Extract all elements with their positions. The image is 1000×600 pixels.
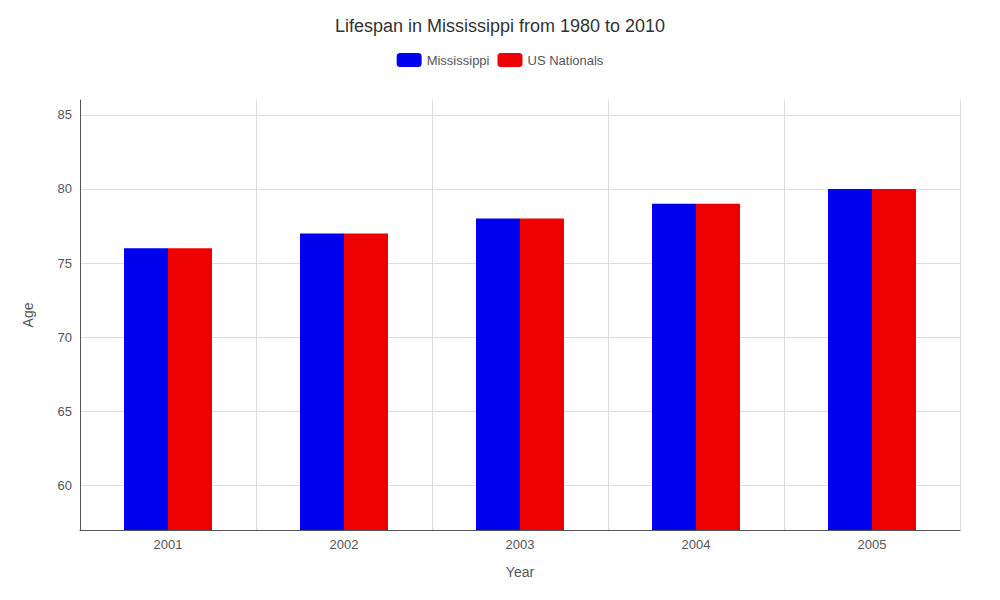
svg-text:65: 65 [58, 404, 72, 419]
svg-text:Mississippi: Mississippi [427, 53, 490, 68]
svg-text:75: 75 [58, 256, 72, 271]
svg-text:Lifespan in Mississippi from 1: Lifespan in Mississippi from 1980 to 201… [335, 16, 665, 36]
svg-text:2005: 2005 [858, 537, 887, 552]
svg-text:80: 80 [58, 181, 72, 196]
svg-text:70: 70 [58, 330, 72, 345]
svg-text:2003: 2003 [506, 537, 535, 552]
svg-text:2001: 2001 [154, 537, 183, 552]
svg-text:2004: 2004 [682, 537, 711, 552]
svg-text:US Nationals: US Nationals [527, 53, 603, 68]
svg-text:Age: Age [20, 302, 36, 327]
svg-text:60: 60 [58, 478, 72, 493]
svg-text:85: 85 [58, 107, 72, 122]
svg-text:2002: 2002 [330, 537, 359, 552]
svg-text:Year: Year [506, 564, 535, 580]
